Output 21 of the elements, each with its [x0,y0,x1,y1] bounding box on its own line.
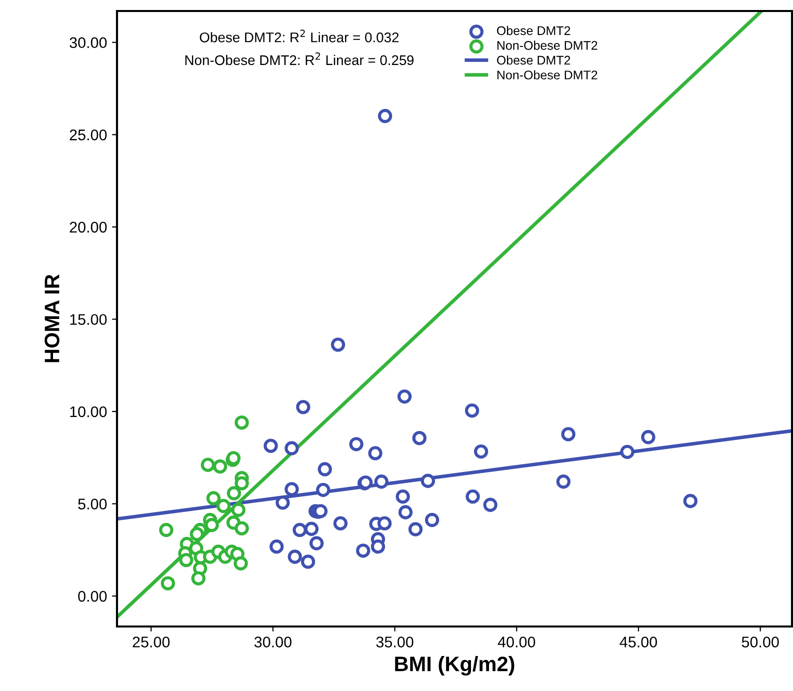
x-tick-label: 35.00 [376,636,414,648]
x-tick-label: 40.00 [498,636,536,648]
legend-label: Non-Obese DMT2 [497,40,598,50]
y-tick-label: 20.00 [70,222,107,233]
legend-label: Obese DMT2 [497,26,570,36]
y-tick-label: 25.00 [70,130,107,140]
y-tick-label: 5.00 [78,498,107,510]
y-tick-label: 15.00 [70,314,107,325]
legend-label: Obese DMT2 [497,55,570,65]
x-tick-label: 50.00 [742,636,779,648]
x-tick-label: 30.00 [254,636,292,648]
legend-label: Non-Obese DMT2 [497,70,598,80]
y-tick-label: 10.00 [70,406,107,418]
y-axis-title: HOMA IR [44,274,60,362]
y-tick-label: 0.00 [78,590,107,602]
y-tick-label: 30.00 [70,37,107,48]
x-tick-label: 45.00 [620,636,657,648]
x-axis-title: BMI (Kg/m2) [395,656,514,676]
annotation: Obese DMT2: R$^{2}$ Linear = 0.032 [200,30,399,42]
x-tick-label: 25.00 [132,636,170,648]
annotation: Non-Obese DMT2: R$^{2}$ Linear = 0.259 [185,52,414,66]
